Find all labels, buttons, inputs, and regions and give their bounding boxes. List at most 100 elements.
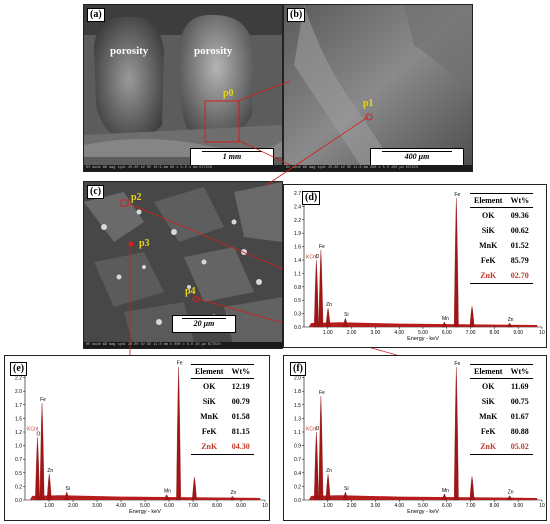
x-tick-label: 1.00 <box>44 503 54 509</box>
cell-element: MnK <box>200 412 219 421</box>
panel-label-f: (f) <box>290 362 306 376</box>
porosity-label-right: porosity <box>194 45 233 57</box>
peak-label: Si <box>344 486 348 492</box>
peak-label: Fe <box>454 192 460 198</box>
x-tick-label: 4.00 <box>394 330 404 336</box>
peak-label: Mn <box>442 488 449 494</box>
y-tick-label: 2.2 <box>294 218 301 224</box>
table-row: SiK 00.79 <box>191 394 254 409</box>
cell-element: MnK <box>479 241 498 250</box>
y-tick-label: 0.3 <box>294 312 301 318</box>
cell-element: MnK <box>479 412 498 421</box>
cell-element: SiK <box>481 226 495 235</box>
x-tick-label: 3.00 <box>92 503 102 509</box>
sem-panel-b: (b) p1 400 μm HV mode WD mag spot 20.00 … <box>283 4 473 172</box>
table-header-wt: Wt% <box>506 364 534 379</box>
peak-2 <box>325 474 331 501</box>
table-row: ZnK 04.30 <box>191 439 254 455</box>
peak-3 <box>64 491 70 501</box>
peak-3 <box>343 317 348 328</box>
peak-0 <box>314 259 319 328</box>
eds-table-f: Element Wt% OK 11.69 SiK 00.75 MnK 01.67 FeK… <box>470 364 534 455</box>
y-tick-label: 1.5 <box>294 403 301 409</box>
peak-7 <box>229 495 235 501</box>
y-tick-label: 1.9 <box>294 231 301 237</box>
peak-label: Zn <box>230 490 236 496</box>
table-row: FeK 81.15 <box>191 424 254 439</box>
peak-label: Zn <box>508 317 514 323</box>
y-tick-label: 1.4 <box>294 258 301 264</box>
peak-label: Si <box>66 486 70 492</box>
peak-1 <box>39 403 45 501</box>
table-header-element: Element <box>470 193 507 208</box>
y-tick-label: 0.5 <box>15 471 22 477</box>
peak-label: Zn <box>47 468 53 474</box>
cell-wt: 01.58 <box>231 412 250 421</box>
cell-wt: 04.30 <box>231 442 250 451</box>
peak-label: Zn <box>508 490 514 496</box>
x-tick-label: 5.00 <box>418 503 428 509</box>
y-tick-label: 1.3 <box>294 416 301 422</box>
y-tick-label: 2.7 <box>294 191 301 197</box>
y-axis-label: KCnt <box>27 427 39 433</box>
y-tick-label: 0.8 <box>294 285 301 291</box>
y-tick-label: 0.5 <box>294 298 301 304</box>
y-tick-label: 0.0 <box>15 498 22 504</box>
cell-element: FeK <box>480 427 496 436</box>
panel-label-c: (c) <box>87 185 105 199</box>
x-tick-label: 2.00 <box>347 330 357 336</box>
peak-label: Fe <box>454 361 460 367</box>
table-row: SiK 00.62 <box>470 223 533 238</box>
peak-6 <box>469 476 475 501</box>
x-tick-label: 9.00 <box>513 330 523 336</box>
table-header-wt: Wt% <box>506 193 534 208</box>
point-label-p4: p4 <box>185 286 196 297</box>
cell-wt: 85.79 <box>510 256 529 265</box>
y-tick-label: 0.0 <box>294 325 301 331</box>
y-tick-label: 0.7 <box>15 457 22 463</box>
x-tick-label: 9.00 <box>236 503 246 509</box>
point-label-p0: p0 <box>223 88 234 99</box>
x-tick-label: 8.00 <box>490 330 500 336</box>
spectrum-background <box>308 322 538 327</box>
peak-7 <box>507 322 513 328</box>
y-tick-label: 2.0 <box>15 389 22 395</box>
y-tick-label: 1.8 <box>294 389 301 395</box>
peak-4 <box>164 494 170 501</box>
cell-wt: 01.67 <box>510 412 529 421</box>
peak-1 <box>318 396 324 501</box>
y-tick-label: 1.2 <box>15 430 22 436</box>
peak-6 <box>469 306 475 328</box>
y-tick-label: 0.4 <box>294 471 301 477</box>
peak-5 <box>453 367 459 501</box>
cell-wt: 00.79 <box>231 397 250 406</box>
cell-wt: 00.62 <box>510 226 529 235</box>
cell-element: ZnK <box>480 271 497 280</box>
peak-label: Fe <box>177 361 183 367</box>
table-row: OK 12.19 <box>191 379 254 395</box>
scale-bar-c: 20 μm <box>172 315 236 333</box>
x-tick-label: 1.00 <box>323 330 333 336</box>
peak-label: Mn <box>442 316 449 322</box>
table-row: ZnK 05.02 <box>470 439 533 455</box>
point-label-p3: p3 <box>139 238 150 249</box>
x-tick-label: 6.00 <box>442 503 452 509</box>
scale-bar-a-label: 1 mm <box>222 152 242 161</box>
y-tick-label: 1.1 <box>294 430 301 436</box>
peak-5 <box>453 197 459 328</box>
table-row: MnK 01.58 <box>191 409 254 424</box>
peak-4 <box>442 321 447 328</box>
x-axis-label: Energy - keV <box>407 509 439 515</box>
y-tick-label: 1.1 <box>294 271 301 277</box>
peak-2 <box>46 473 52 501</box>
x-tick-label: 8.00 <box>490 503 500 509</box>
cell-wt: 11.69 <box>510 382 529 391</box>
sem-info-bar-b: HV mode WD mag spot 20.00 kV SE 11.0 mm … <box>284 165 472 171</box>
sem-info-bar-c: HV mode WD mag spot 20.00 kV SE 11.0 mm … <box>84 342 282 348</box>
y-tick-label: 1.6 <box>294 245 301 251</box>
spectrum-background <box>308 495 538 500</box>
x-tick-label: 2.00 <box>68 503 78 509</box>
x-tick-label: 5.00 <box>418 330 428 336</box>
x-tick-label: 10 <box>539 330 545 336</box>
point-label-p1: p1 <box>363 98 374 109</box>
